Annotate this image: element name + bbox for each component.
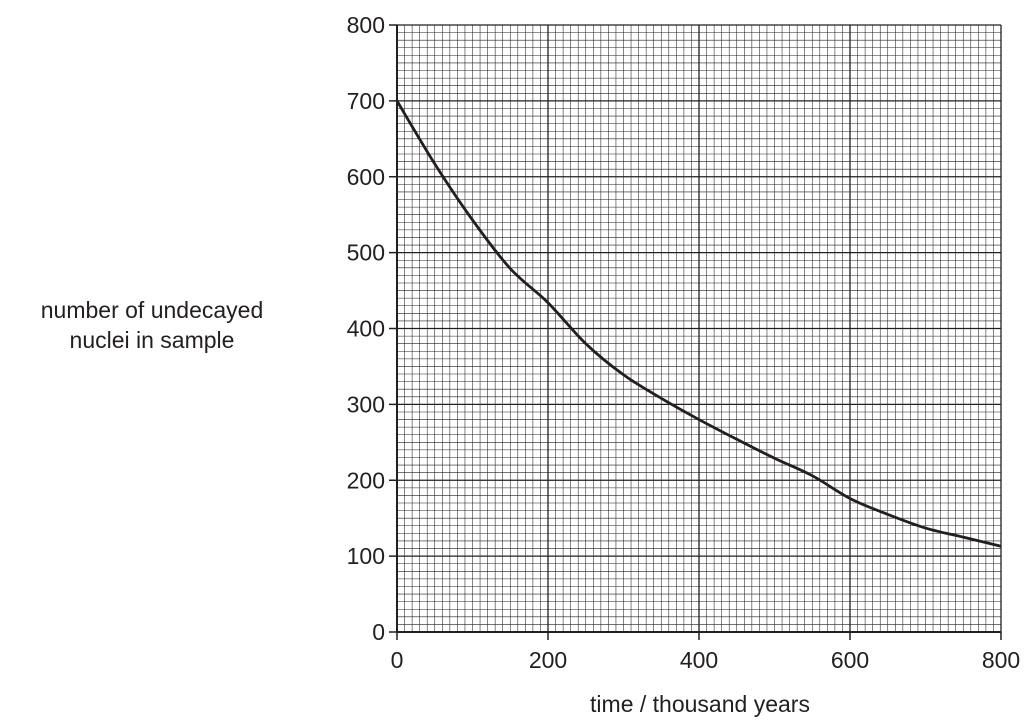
y-tick-label: 500 xyxy=(347,240,385,266)
y-axis-label-line-2: nuclei in sample xyxy=(69,327,235,353)
y-tick-label: 800 xyxy=(347,12,385,38)
major-grid xyxy=(396,24,1002,633)
x-tick-label: 400 xyxy=(680,647,718,673)
decay-curve xyxy=(395,100,1002,548)
y-tick-label: 100 xyxy=(347,543,385,569)
y-tick-label: 300 xyxy=(347,391,385,417)
y-tick-label: 200 xyxy=(347,467,385,493)
x-tick-label: 0 xyxy=(391,647,404,673)
x-axis-label: time / thousand years xyxy=(590,691,810,717)
x-tick-label: 200 xyxy=(529,647,567,673)
tick-labels: 0 100 200 300 400 500 600 700 800 0 200 400 600 800 xyxy=(347,12,1021,673)
y-tick-label: 600 xyxy=(347,164,385,190)
y-tick-label: 700 xyxy=(347,88,385,114)
y-axis-label-line-1: number of undecayed xyxy=(40,297,264,323)
y-tick-label: 400 xyxy=(347,316,385,342)
x-tick-label: 800 xyxy=(982,647,1020,673)
y-tick-label: 0 xyxy=(372,619,385,645)
x-tick-label: 600 xyxy=(831,647,869,673)
